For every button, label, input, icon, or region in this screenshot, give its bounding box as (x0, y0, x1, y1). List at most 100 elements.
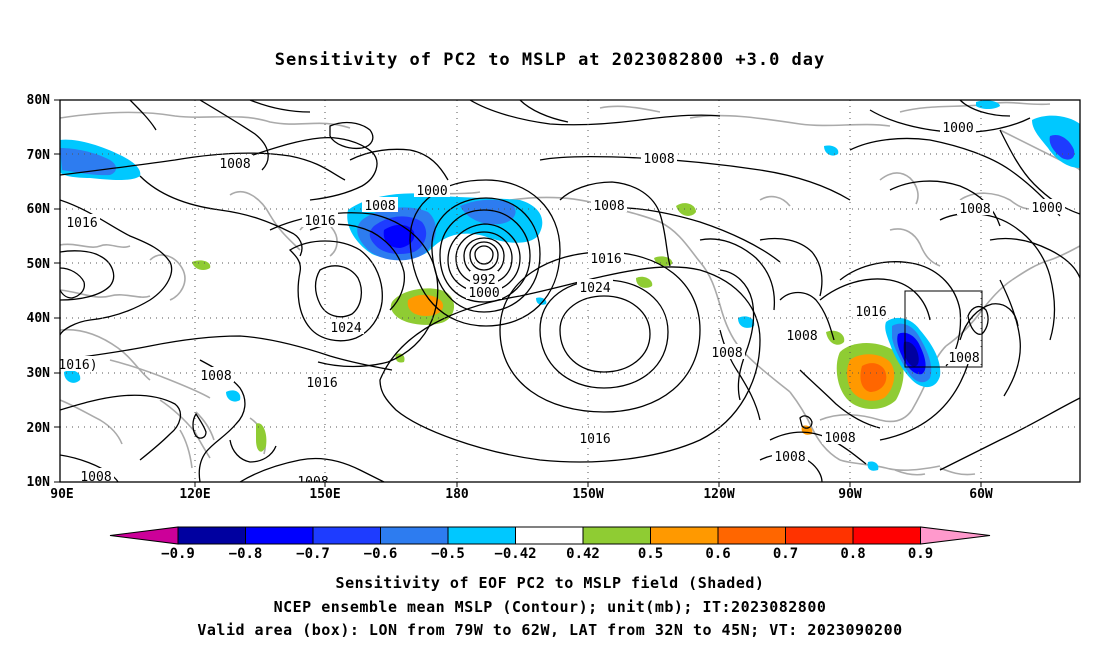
contour-label-bg (577, 430, 613, 445)
contour-label-bg (328, 319, 364, 334)
contour-label: 1008 (643, 152, 674, 167)
footer-line-1: Sensitivity of EOF PC2 to MSLP field (Sh… (335, 574, 765, 592)
contour-label: 1000 (416, 184, 447, 199)
contour-label-bg (641, 150, 677, 165)
contour-label: 1016 (304, 214, 335, 229)
shade-blob (407, 294, 444, 316)
lon-label: 90E (50, 487, 73, 502)
shade-blob (976, 100, 1000, 109)
contour-label-bg (772, 448, 808, 463)
contour-label: 1016 (855, 305, 886, 320)
lon-label: 60W (969, 487, 993, 502)
shade-blob (536, 297, 547, 305)
contour-label: 1008 (711, 346, 742, 361)
contour-label-bg (940, 119, 976, 134)
colorbar-swatch (515, 526, 584, 545)
colorbar-swatch (717, 526, 786, 545)
colorbar-label: 0.6 (705, 546, 730, 562)
shade-blob (676, 203, 696, 216)
shade-blob (192, 260, 211, 270)
contour-label: 1000 (942, 121, 973, 136)
valid-area-box (904, 290, 983, 368)
footer-line-2: NCEP ensemble mean MSLP (Contour); unit(… (273, 598, 827, 616)
contour-label-bg (362, 197, 398, 212)
contour-label: 1016 (579, 432, 610, 447)
shade-blob (867, 461, 879, 471)
colorbar-low-triangle (109, 526, 179, 545)
colorbar-swatch (380, 526, 449, 545)
contour-label: 1008 (219, 157, 250, 172)
lat-label: 50N (27, 257, 51, 272)
lon-label: 120E (179, 487, 210, 502)
contour-label-bg (957, 200, 993, 215)
colorbar-swatch (447, 526, 516, 545)
contour-label-bg (302, 212, 338, 227)
colorbar-swatch (312, 526, 381, 545)
lon-label: 120W (703, 487, 734, 502)
contour-label-bg (1029, 199, 1065, 214)
contour-label: 1024 (330, 321, 361, 336)
contour-label: 1008 (80, 470, 111, 485)
shade-blob (903, 341, 919, 367)
contour-label: 1000 (468, 286, 499, 301)
colorbar-label: −0.7 (296, 546, 330, 562)
contour-label-bg (709, 344, 745, 359)
colorbar-swatch (650, 526, 719, 545)
contour-label: 1016 (306, 376, 337, 391)
contour-label-bg (64, 214, 100, 229)
lat-label: 10N (27, 475, 51, 490)
contour-label: 1008 (200, 369, 231, 384)
sensitivity-shading (60, 100, 1080, 471)
colorbar-high-triangle (920, 526, 991, 545)
shade-blob (826, 330, 845, 345)
lat-axis: 80N 70N 60N 50N 40N 30N 20N 10N (27, 93, 51, 490)
contour-label-bg (304, 374, 340, 389)
lat-ticks (54, 99, 60, 483)
shade-blob (1049, 134, 1075, 160)
shade-blob (460, 199, 516, 225)
colorbar-label: 0.8 (840, 546, 865, 562)
contour-label-bg (414, 182, 450, 197)
shade-blob (636, 276, 653, 288)
contour-label-bg (295, 473, 331, 482)
colorbar-swatch (852, 526, 921, 545)
colorbar-swatch (177, 526, 246, 545)
shade-blob (860, 363, 887, 392)
map-title: Sensitivity of PC2 to MSLP at 2023082800… (274, 50, 826, 70)
contour-label-bg (784, 327, 820, 342)
lat-label: 70N (27, 148, 51, 163)
colorbar-swatch (245, 526, 314, 545)
colorbar-swatch (582, 526, 651, 545)
footer-line-3: Valid area (box): LON from 79W to 62W, L… (197, 621, 903, 639)
contour-label: 1016 (590, 252, 621, 267)
graticule (60, 100, 1080, 482)
map-frame (59, 99, 1081, 483)
shade-blob (64, 370, 81, 383)
contour-label: 1000 (1031, 201, 1062, 216)
colorbar-label: 0.42 (566, 546, 600, 562)
contour-label-bg (822, 429, 858, 444)
contour-label: 1024 (579, 281, 610, 296)
contour-label-bg (60, 356, 100, 371)
contour-label-bg (588, 250, 624, 265)
colorbar-label: 0.9 (908, 546, 933, 562)
lon-label: 150E (309, 487, 340, 502)
shade-blob (738, 316, 755, 328)
lat-label: 20N (27, 421, 51, 436)
contour-label-bg (470, 271, 498, 286)
contour-label: 1008 (824, 431, 855, 446)
contour-label-bg (591, 197, 627, 212)
contour-label-bg (198, 367, 234, 382)
contour-label-bg (78, 468, 114, 482)
shade-blob (60, 148, 116, 176)
lat-label: 60N (27, 202, 51, 217)
contour-label: 1016) (58, 358, 97, 373)
colorbar-swatch (785, 526, 854, 545)
contour-label: 1016 (66, 216, 97, 231)
lon-ticks (194, 482, 982, 487)
contour-labels: 1008100810001016101699210001024101610081… (58, 119, 1065, 490)
contour-label: 1008 (297, 475, 328, 490)
lon-axis: 90E 120E 150E 180 150W 120W 90W 60W (50, 487, 993, 502)
colorbar-label: −0.9 (161, 546, 195, 562)
